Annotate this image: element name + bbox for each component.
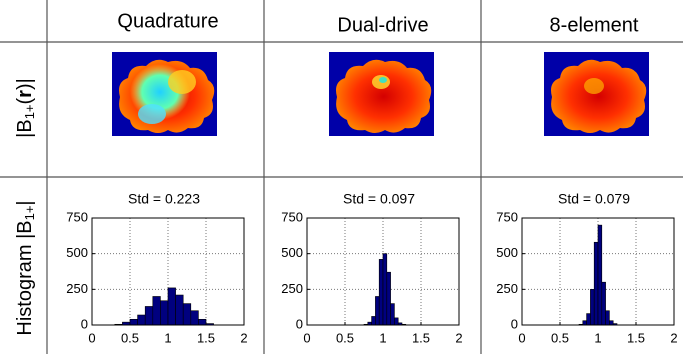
y-tick-label: 750 — [66, 209, 88, 224]
x-tick-label: 1.5 — [627, 330, 645, 345]
bar — [168, 288, 176, 325]
bar — [587, 314, 591, 325]
x-tick-label: 0.5 — [551, 330, 569, 345]
y-tick-label: 500 — [496, 245, 518, 260]
bar — [379, 259, 383, 325]
bar — [391, 304, 395, 325]
x-tick-label: 2 — [455, 330, 462, 345]
page: Quadrature Dual-drive 8-element |B1+(r)|… — [0, 0, 683, 354]
column-header: Quadrature — [117, 10, 218, 32]
x-tick-label: 1 — [164, 330, 171, 345]
x-tick-label: 1.5 — [197, 330, 215, 345]
b1-map — [329, 52, 434, 136]
column-header: Dual-drive — [337, 14, 428, 36]
y-tick-label: 0 — [296, 316, 303, 331]
x-tick-label: 2 — [240, 330, 247, 345]
bar — [191, 311, 199, 325]
y-tick-label: 0 — [81, 316, 88, 331]
chart-title: Std = 0.079 — [558, 191, 630, 207]
x-tick-label: 1 — [594, 330, 601, 345]
row-label: |B1+(r)| — [14, 78, 37, 138]
bar — [183, 304, 191, 325]
bar — [609, 321, 613, 325]
bar — [375, 296, 379, 325]
column-header: 8-element — [550, 14, 639, 36]
y-tick-label: 500 — [66, 245, 88, 260]
chart-title: Std = 0.223 — [128, 191, 200, 207]
bar — [160, 301, 168, 325]
bar — [145, 306, 153, 325]
bar — [176, 295, 184, 325]
x-tick-label: 0 — [303, 330, 310, 345]
bar — [594, 242, 598, 325]
b1-map — [544, 52, 649, 136]
bar — [583, 321, 587, 325]
y-tick-label: 0 — [511, 316, 518, 331]
y-tick-label: 250 — [66, 281, 88, 296]
chart-title: Std = 0.097 — [343, 191, 415, 207]
x-tick-label: 0.5 — [336, 330, 354, 345]
bar — [598, 225, 602, 325]
bar — [198, 319, 206, 325]
x-tick-label: 0 — [518, 330, 525, 345]
bar — [153, 296, 161, 325]
x-tick-label: 1.5 — [412, 330, 430, 345]
bar — [130, 319, 138, 325]
y-tick-label: 250 — [281, 281, 303, 296]
bar — [602, 282, 606, 325]
bar — [606, 311, 610, 325]
bar — [387, 272, 391, 325]
x-tick-label: 2 — [670, 330, 677, 345]
figure: Quadrature Dual-drive 8-element |B1+(r)|… — [0, 0, 683, 354]
bar — [590, 289, 594, 325]
y-tick-label: 750 — [281, 209, 303, 224]
x-tick-label: 1 — [379, 330, 386, 345]
b1-map — [112, 52, 217, 136]
y-tick-label: 250 — [496, 281, 518, 296]
y-tick-label: 500 — [281, 245, 303, 260]
row-label: Histogram |B1+| — [14, 200, 37, 335]
x-tick-label: 0.5 — [121, 330, 139, 345]
bar — [394, 318, 398, 325]
bar — [138, 315, 146, 325]
bar — [372, 316, 376, 325]
bar — [383, 254, 387, 325]
y-tick-label: 750 — [496, 209, 518, 224]
x-tick-label: 0 — [88, 330, 95, 345]
